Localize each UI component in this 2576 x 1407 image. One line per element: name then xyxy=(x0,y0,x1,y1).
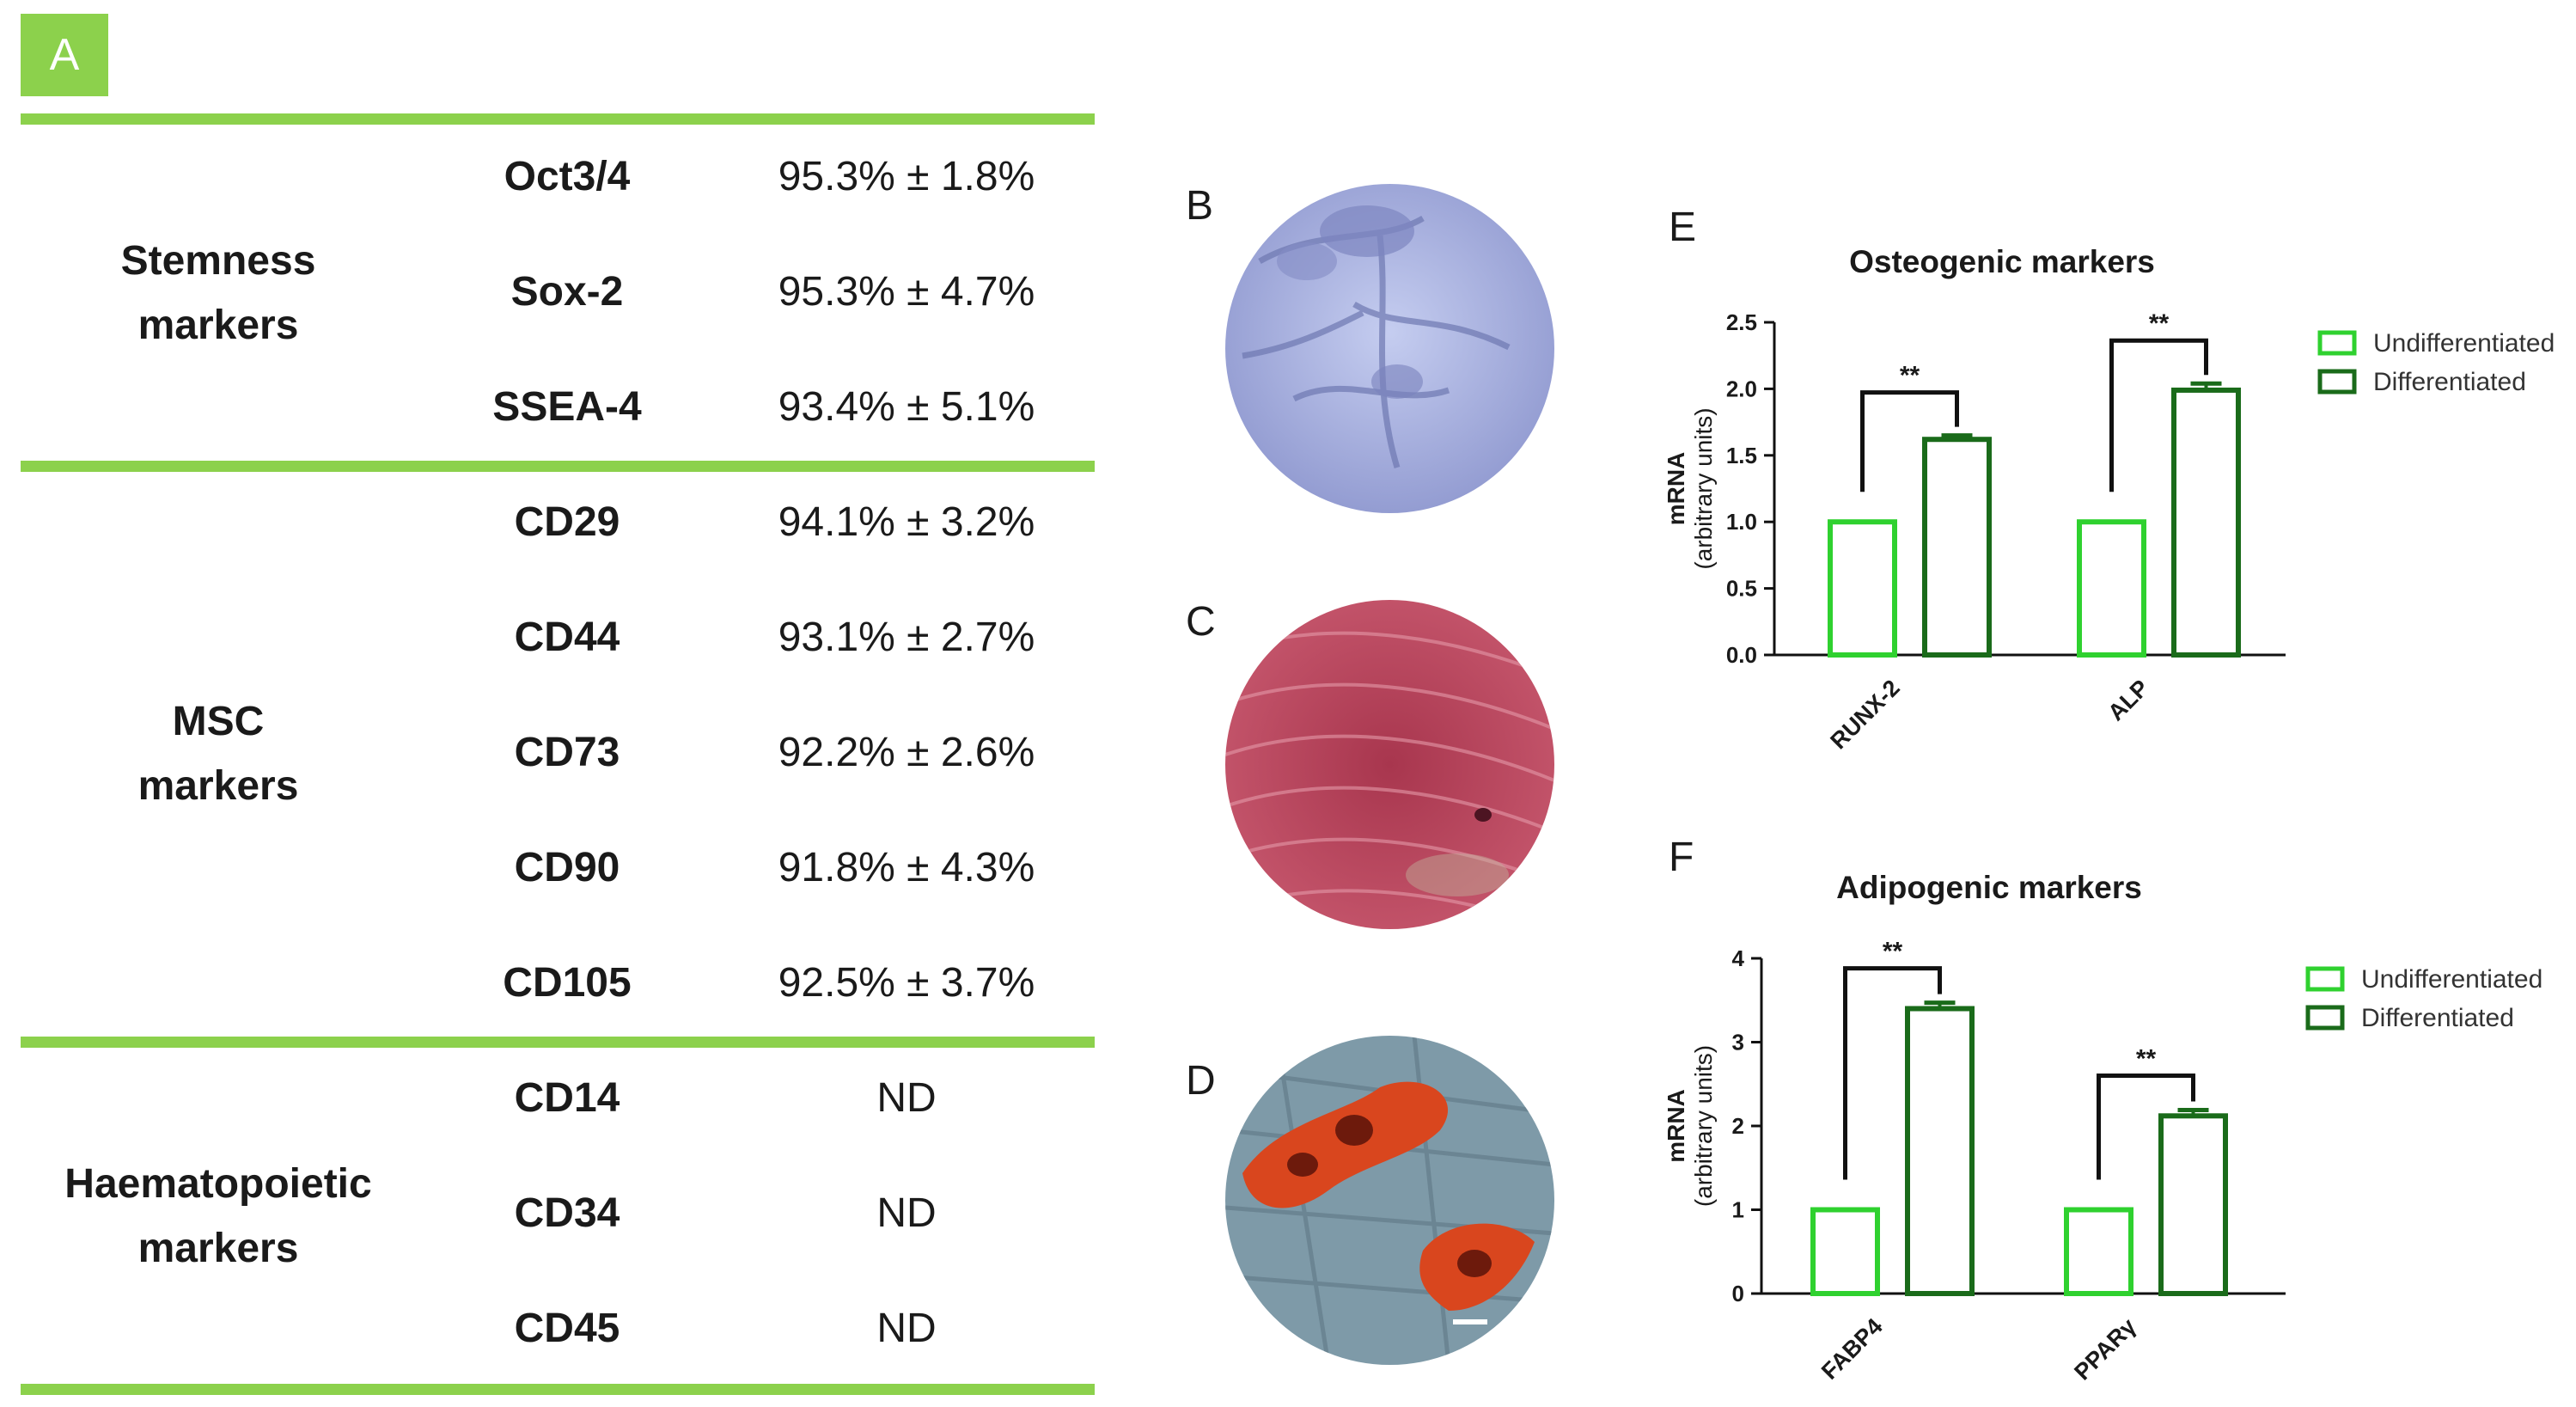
y-tick-label: 2.5 xyxy=(1726,309,1757,335)
y-axis-label-line: (arbitrary units) xyxy=(1690,1045,1717,1207)
marker-name: CD14 xyxy=(514,1075,620,1121)
legend-label: Differentiated xyxy=(2373,368,2526,396)
marker-name: CD44 xyxy=(514,615,620,660)
marker-name: CD29 xyxy=(514,499,620,545)
marker-value: 92.5% ± 3.7% xyxy=(778,960,1035,1006)
y-tick-label: 4 xyxy=(1732,945,1745,971)
x-tick-label: ALP xyxy=(2103,675,2153,725)
marker-name: CD105 xyxy=(503,960,632,1006)
table-rule-2 xyxy=(21,1037,1095,1048)
marker-value: 93.1% ± 2.7% xyxy=(778,615,1035,660)
marker-name: SSEA-4 xyxy=(492,384,642,430)
marker-name: CD73 xyxy=(514,730,620,775)
marker-value: ND xyxy=(876,1075,937,1121)
legend-swatch xyxy=(2317,330,2357,356)
legend-swatch xyxy=(2317,369,2357,395)
significance-bracket xyxy=(1843,966,1942,1180)
group-label-msc: MSC markers xyxy=(21,689,416,818)
y-tick-label: 2.0 xyxy=(1726,376,1757,401)
y-tick-label: 0.5 xyxy=(1726,576,1757,602)
significance-label: ** xyxy=(1900,362,1920,390)
legend-label: Differentiated xyxy=(2361,1004,2514,1032)
bar xyxy=(1905,1006,1975,1296)
bar xyxy=(2077,519,2146,658)
table-rule-1 xyxy=(21,461,1095,472)
legend-swatch xyxy=(2305,966,2345,992)
significance-label: ** xyxy=(2136,1044,2157,1073)
chart-adipogenic: F Adipogenic markers mRNA(arbitrary units)… xyxy=(1663,835,2542,1385)
marker-value: 95.3% ± 1.8% xyxy=(778,154,1035,199)
bar xyxy=(2158,1113,2228,1296)
significance-label: ** xyxy=(2149,309,2170,338)
marker-value: ND xyxy=(876,1306,937,1351)
y-axis-label: mRNA(arbitrary units) xyxy=(1663,1045,1717,1207)
marker-value: 92.2% ± 2.6% xyxy=(778,730,1035,775)
y-axis-label-line: mRNA xyxy=(1663,452,1689,526)
marker-value: 95.3% ± 4.7% xyxy=(778,269,1035,315)
x-tick-label: FABP4 xyxy=(1816,1313,1888,1385)
marker-value: 93.4% ± 5.1% xyxy=(778,384,1035,430)
micrograph-osteogenic-stain xyxy=(1225,600,1554,929)
marker-name: CD45 xyxy=(514,1306,620,1351)
panel-label-b: B xyxy=(1186,183,1214,229)
marker-value: 94.1% ± 3.2% xyxy=(778,499,1035,545)
marker-name: Oct3/4 xyxy=(504,154,631,199)
legend-swatch xyxy=(2305,1005,2345,1031)
bar xyxy=(2171,387,2241,658)
panel-a-badge: A xyxy=(21,14,108,96)
significance-label: ** xyxy=(1883,938,1903,966)
y-axis-label: mRNA(arbitrary units) xyxy=(1663,407,1717,569)
significance-bracket xyxy=(2097,1073,2195,1180)
y-tick-label: 0.0 xyxy=(1726,642,1757,668)
table-rule-bottom xyxy=(21,1384,1095,1395)
group-label-line: Haematopoietic xyxy=(64,1161,372,1207)
marker-name: CD90 xyxy=(514,845,620,890)
marker-value: 91.8% ± 4.3% xyxy=(778,845,1035,890)
group-label-line: markers xyxy=(137,303,299,348)
y-tick-label: 0 xyxy=(1732,1281,1744,1306)
chart-title: Adipogenic markers xyxy=(1836,870,2142,905)
significance-bracket xyxy=(1860,390,1959,492)
panel-letter: E xyxy=(1669,205,1696,250)
y-tick-label: 2 xyxy=(1732,1113,1744,1139)
panel-label-d: D xyxy=(1186,1058,1216,1104)
micrograph-adipogenic-stain xyxy=(1225,1036,1554,1365)
marker-name: Sox-2 xyxy=(510,269,624,315)
panel-letter: F xyxy=(1669,835,1694,880)
bar xyxy=(1828,519,1897,658)
group-label-line: markers xyxy=(137,1226,299,1271)
significance-bracket xyxy=(2109,338,2208,492)
panel-label-c: C xyxy=(1186,599,1216,645)
bar xyxy=(1922,437,1992,658)
y-axis-label-line: mRNA xyxy=(1663,1089,1689,1163)
marker-value: ND xyxy=(876,1190,937,1236)
y-tick-label: 1.0 xyxy=(1726,509,1757,535)
x-tick-label: PPARγ xyxy=(2069,1313,2140,1385)
table-rule-top xyxy=(21,113,1095,125)
y-tick-label: 1.5 xyxy=(1726,443,1757,468)
y-axis-label-line: (arbitrary units) xyxy=(1690,407,1717,569)
bar xyxy=(2064,1207,2133,1296)
marker-name: CD34 xyxy=(514,1190,620,1236)
group-label-stemness: Stemness markers xyxy=(21,229,416,358)
group-label-haematopoietic: Haematopoietic markers xyxy=(21,1152,416,1281)
bar xyxy=(1810,1207,1880,1296)
x-tick-label: RUNX-2 xyxy=(1825,675,1904,754)
group-label-line: markers xyxy=(137,763,299,809)
legend-label: Undifferentiated xyxy=(2373,329,2555,358)
y-tick-label: 3 xyxy=(1732,1030,1744,1055)
chart-osteogenic: E Osteogenic markers mRNA(arbitrary units)… xyxy=(1663,205,2555,754)
group-label-line: MSC xyxy=(172,699,265,744)
chart-title: Osteogenic markers xyxy=(1849,244,2155,279)
group-label-line: Stemness xyxy=(120,238,316,284)
micrograph-undifferentiated xyxy=(1225,184,1554,513)
legend-label: Undifferentiated xyxy=(2361,965,2542,994)
y-tick-label: 1 xyxy=(1732,1197,1744,1223)
